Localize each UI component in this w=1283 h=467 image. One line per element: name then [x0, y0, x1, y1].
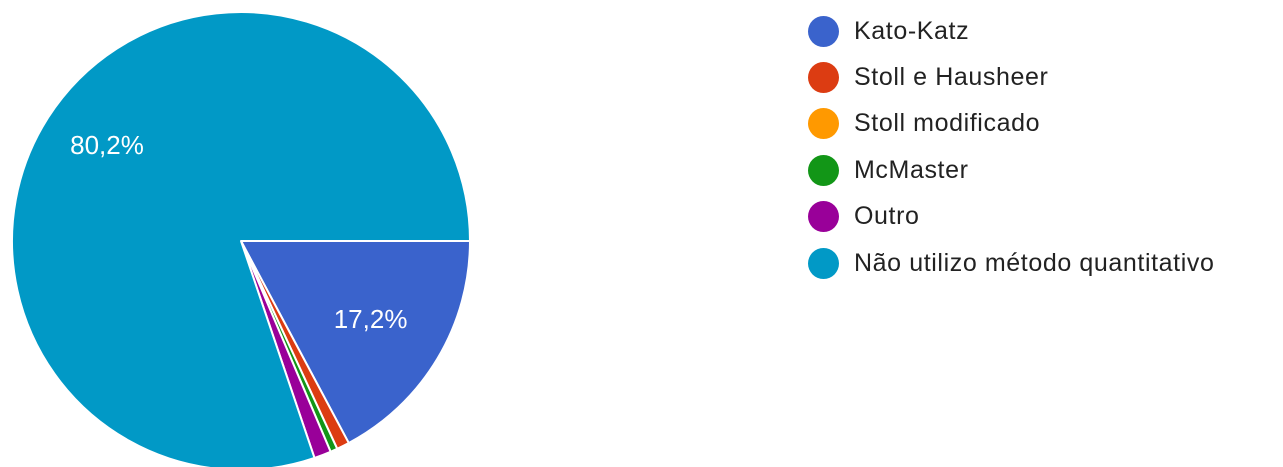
legend-item-nao-utilizo-metodo-quantitativo[interactable]: Não utilizo método quantitativo	[808, 240, 1214, 286]
legend-item-stoll-modificado[interactable]: Stoll modificado	[808, 101, 1214, 147]
legend-label: Outro	[854, 202, 920, 231]
pie-slice-nao-utilizo-metodo-quantitativo[interactable]	[11, 11, 471, 467]
pie-chart: 17,2% 80,2%	[11, 11, 471, 467]
legend-swatch	[808, 154, 839, 186]
slice-label-nao-utilizo-metodo-quantitativo: 80,2%	[70, 130, 144, 160]
legend: Kato-Katz Stoll e Hausheer Stoll modificad…	[808, 8, 1214, 286]
legend-label: Não utilizo método quantitativo	[854, 248, 1215, 277]
legend-swatch	[808, 247, 839, 279]
legend-label: Stoll modificado	[854, 109, 1041, 138]
legend-item-outro[interactable]: Outro	[808, 194, 1214, 240]
legend-item-kato-katz[interactable]: Kato-Katz	[808, 8, 1214, 54]
legend-swatch	[808, 62, 839, 94]
legend-label: Kato-Katz	[854, 16, 970, 45]
legend-label: McMaster	[854, 155, 969, 184]
legend-label: Stoll e Hausheer	[854, 63, 1049, 92]
pie-slice-kato-katz[interactable]	[240, 240, 471, 445]
legend-swatch	[808, 108, 839, 140]
slice-label-kato-katz: 17,2%	[334, 304, 408, 334]
legend-item-mcmaster[interactable]: McMaster	[808, 147, 1214, 193]
legend-swatch	[808, 15, 839, 47]
legend-swatch	[808, 201, 839, 233]
legend-item-stoll-e-hausheer[interactable]: Stoll e Hausheer	[808, 54, 1214, 100]
